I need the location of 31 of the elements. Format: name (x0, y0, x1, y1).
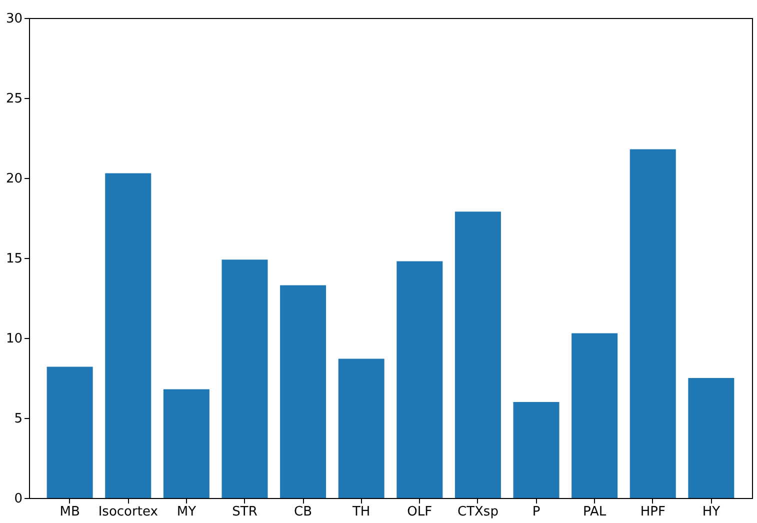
y-tick-label: 15 (6, 252, 22, 266)
bar (280, 285, 326, 498)
x-tick-label: CB (294, 504, 312, 520)
x-tick-label: MB (60, 504, 80, 520)
y-tick-label: 30 (6, 12, 22, 26)
bar (630, 149, 676, 498)
bar (454, 212, 501, 498)
x-tick-label: OLF (407, 504, 432, 520)
bar (572, 333, 618, 498)
x-tick-label: STR (232, 504, 258, 520)
bar (688, 378, 734, 498)
bar (163, 389, 210, 498)
x-tick-label: TH (351, 504, 370, 520)
x-tick-label: HPF (640, 504, 666, 520)
x-tick-label: PAL (582, 504, 607, 520)
x-tick-label: Isocortex (98, 504, 158, 520)
bar (105, 173, 152, 498)
y-tick-label: 10 (6, 332, 22, 346)
bar (222, 260, 268, 498)
y-tick-label: 25 (6, 92, 22, 106)
x-tick-label: CTXsp (457, 504, 498, 520)
y-tick-label: 20 (6, 172, 22, 186)
bar (396, 261, 443, 498)
x-tick-label: P (532, 504, 540, 520)
bar (513, 402, 560, 498)
y-tick-label: 0 (14, 492, 22, 506)
x-tick-label: MY (176, 504, 196, 520)
bar (338, 358, 384, 498)
x-tick-label: HY (702, 504, 720, 520)
bar (46, 366, 93, 498)
y-tick-label: 5 (14, 412, 22, 426)
